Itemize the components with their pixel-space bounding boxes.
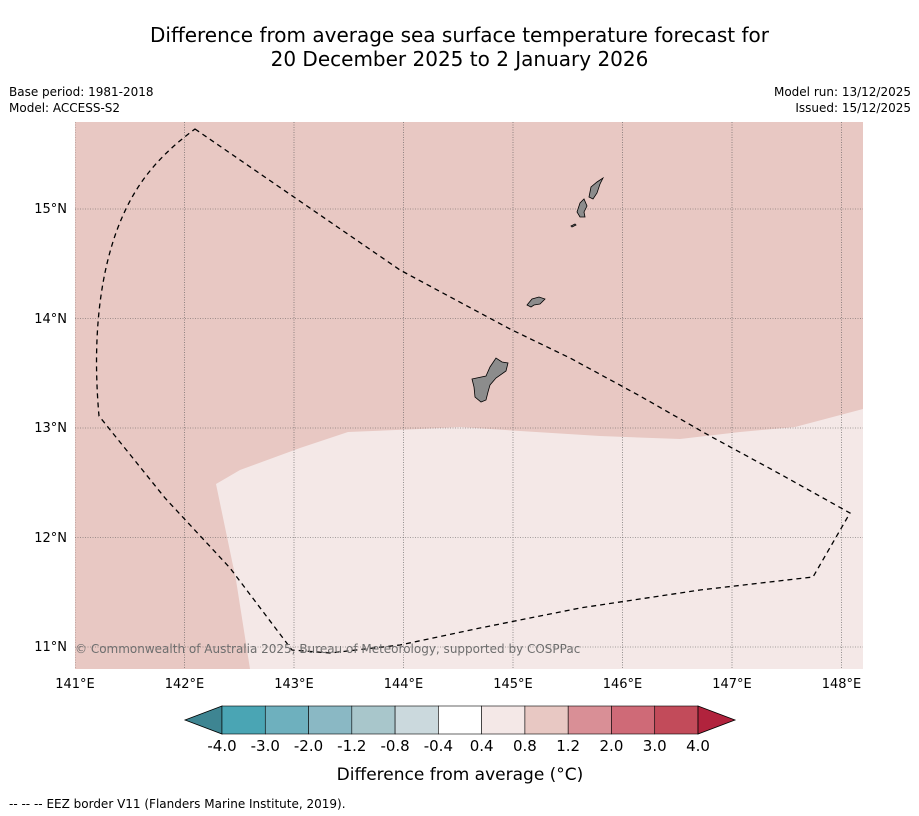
lon-label-144: 144°E [384,677,424,692]
colorbar-segments [221,705,699,735]
colorbar-segment [611,705,656,735]
islands [471,176,605,403]
colorbar-tick-label: -1.2 [337,737,366,755]
colorbar-segment [481,705,526,735]
colorbar: -4.0 -3.0 -2.0 -1.2 -0.8 -0.4 0.4 0.8 1.2 2.0 3.0 4… [183,705,737,785]
colorbar-tick-label: 0.4 [470,737,494,755]
colorbar-segment [438,705,482,735]
eez-legend-marker: -- -- -- [9,797,43,811]
eez-legend-text: EEZ border V11 (Flanders Marine Institut… [46,797,346,811]
model-run: Model run: 13/12/2025 [773,85,911,99]
model-name: Model: ACCESS-S2 [9,101,121,115]
anomaly-field-0-4-to-0-8 [216,409,863,669]
colorbar-tick-label: -4.0 [207,737,236,755]
colorbar-segment [524,705,569,735]
rota-island [526,296,546,308]
lat-label-15: 15°N [34,202,67,217]
colorbar-tick-label: 0.8 [513,737,537,755]
colorbar-segment [351,705,396,735]
colorbar-tick-labels: -4.0 -3.0 -2.0 -1.2 -0.8 -0.4 0.4 0.8 1.2 2.0 3.0 4… [207,737,710,755]
lon-label-143: 143°E [274,677,314,692]
eez-border [95,128,851,654]
map-panel: © Commonwealth of Australia 2025, Bureau… [75,122,863,669]
colorbar-tick-label: 3.0 [643,737,667,755]
eez-legend: -- -- -- EEZ border V11 (Flanders Marine… [9,796,346,812]
colorbar-segment [221,705,266,735]
colorbar-tick-label: 1.2 [556,737,580,755]
colorbar-tick-label: 2.0 [600,737,624,755]
title-line-2: 20 December 2025 to 2 January 2026 [270,47,649,71]
colorbar-segment [567,705,612,735]
colorbar-tick-label: 4.0 [686,737,710,755]
base-period: Base period: 1981-2018 [9,85,154,99]
colorbar-segment [394,705,439,735]
colorbar-over-arrow [697,705,737,735]
aguijan-islet [570,223,577,228]
lon-label-141: 141°E [55,677,95,692]
lon-label-147: 147°E [712,677,752,692]
guam-island [471,357,509,403]
lon-label-148: 148°E [822,677,862,692]
colorbar-tick-label: -2.0 [294,737,323,755]
colorbar-under-arrow [183,705,223,735]
lon-label-142: 142°E [165,677,205,692]
colorbar-tick-label: -0.4 [424,737,453,755]
colorbar-tick-label: -3.0 [251,737,280,755]
colorbar-segment [308,705,353,735]
copyright-notice: © Commonwealth of Australia 2025, Bureau… [75,642,580,656]
colorbar-tick-label: -0.8 [380,737,409,755]
lat-label-14: 14°N [34,312,67,327]
colorbar-label: Difference from average (°C) [337,765,584,785]
colorbar-segment [264,705,309,735]
gridlines [75,122,863,669]
tinian-island [576,198,588,218]
colorbar-segment [654,705,699,735]
lat-label-11: 11°N [34,640,67,655]
saipan-island [588,176,605,200]
lon-label-146: 146°E [603,677,643,692]
title-line-1: Difference from average sea surface temp… [149,23,769,47]
latitude-labels: 15°N 14°N 13°N 12°N 11°N [34,202,67,655]
lat-label-12: 12°N [34,531,67,546]
lat-label-13: 13°N [34,421,67,436]
lon-label-145: 145°E [493,677,533,692]
longitude-labels: 141°E 142°E 143°E 144°E 145°E 146°E 147°… [55,677,861,692]
issued-date: Issued: 15/12/2025 [795,101,911,115]
